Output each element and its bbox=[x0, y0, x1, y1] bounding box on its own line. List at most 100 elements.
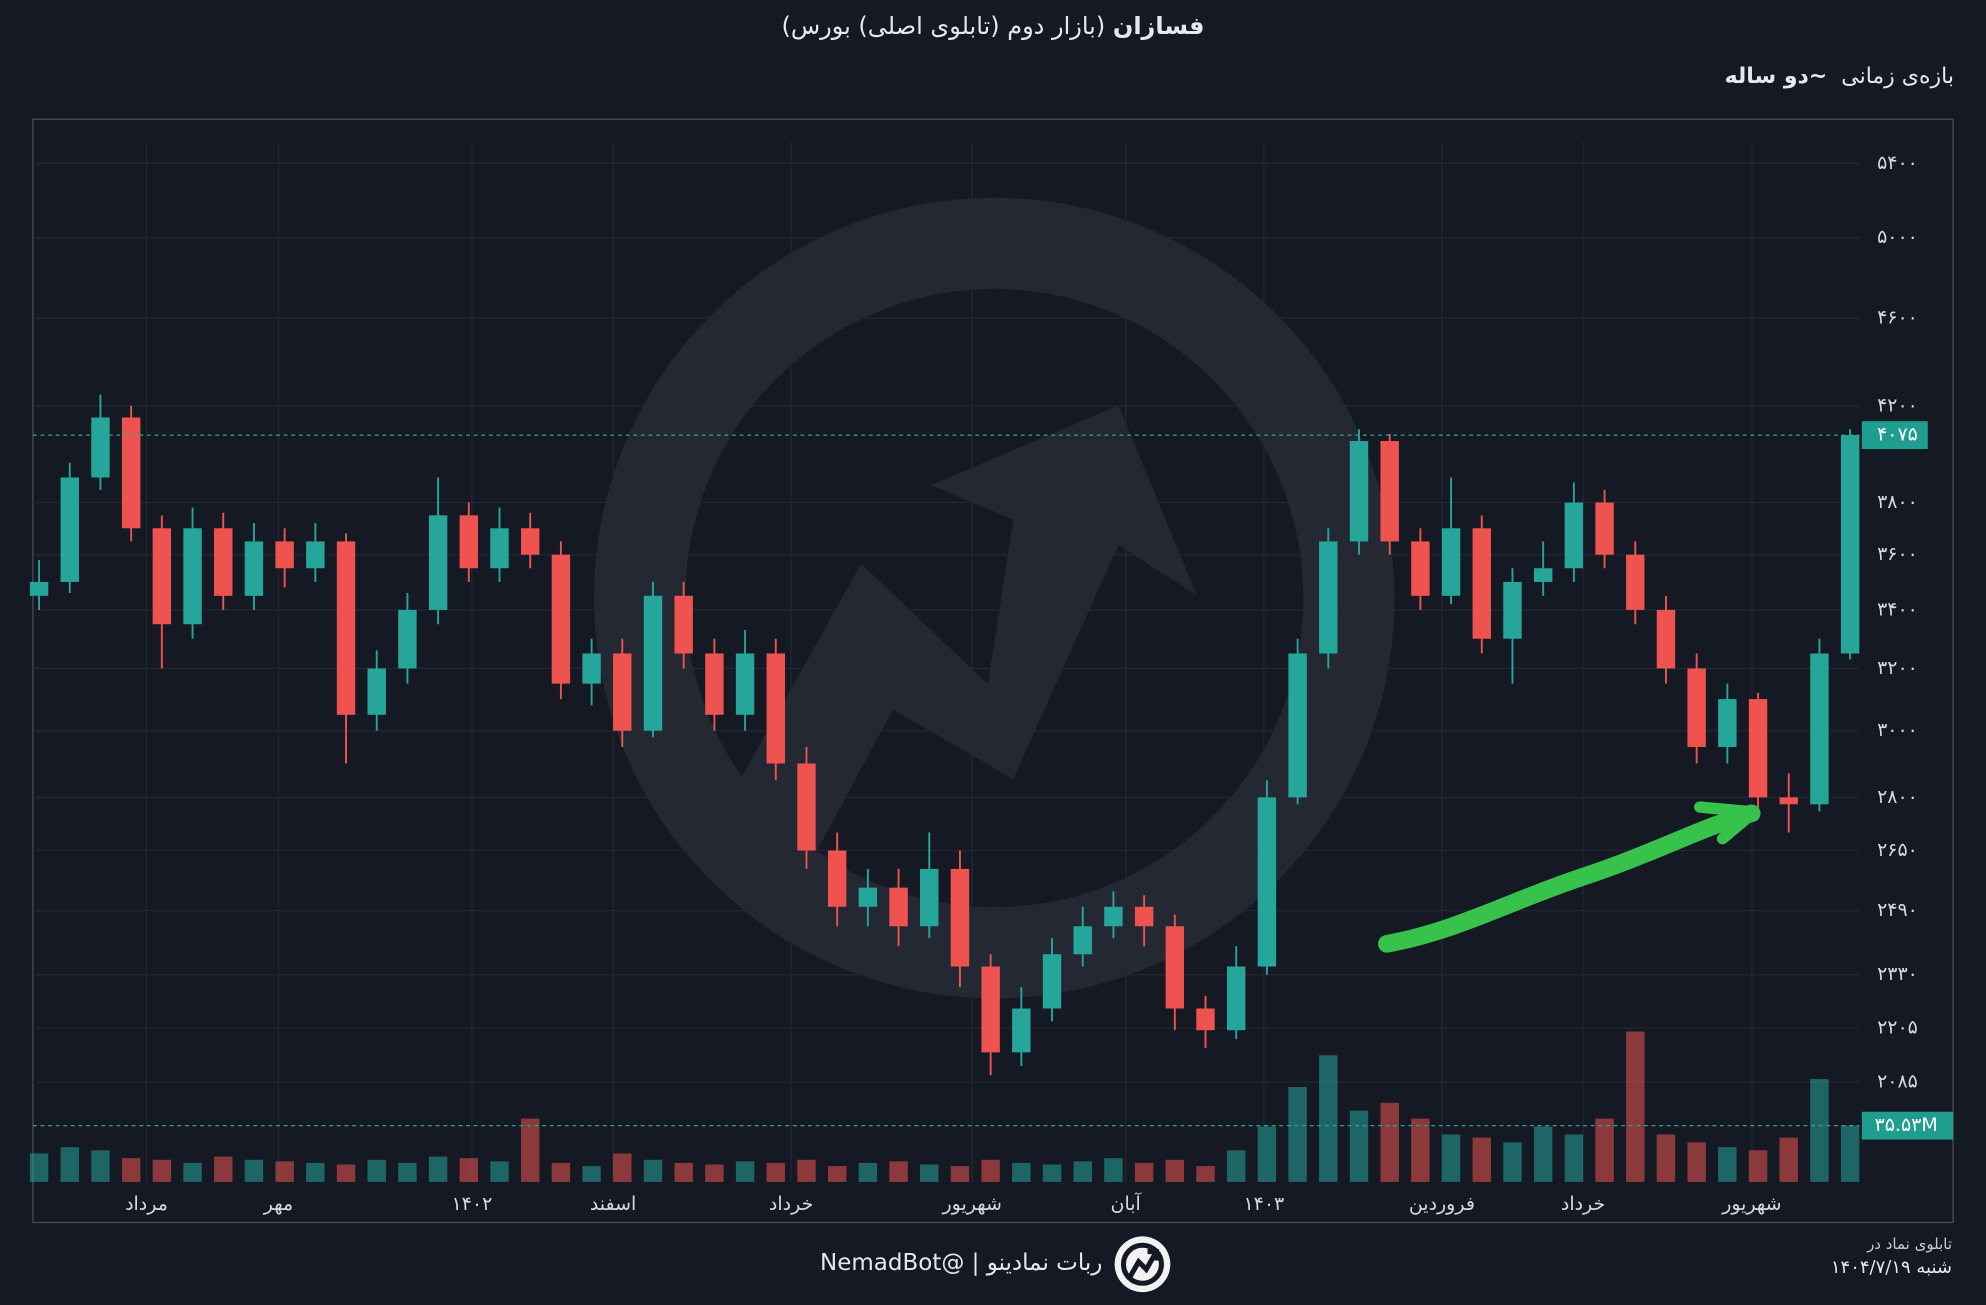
volume-bar bbox=[1564, 1134, 1584, 1182]
volume-bar bbox=[398, 1162, 417, 1182]
candle-body bbox=[244, 541, 264, 596]
candle-body bbox=[643, 595, 663, 731]
candle-body bbox=[1165, 926, 1185, 1009]
candles bbox=[29, 394, 1860, 1076]
logo-ring bbox=[1120, 1242, 1164, 1286]
candle-body bbox=[1718, 699, 1737, 747]
volume-bar bbox=[1104, 1158, 1123, 1182]
candle-body bbox=[674, 595, 693, 654]
candle-body bbox=[1595, 502, 1614, 555]
candle-body bbox=[1288, 653, 1307, 798]
y-tick-label: ۲۰۸۵ bbox=[1877, 1071, 1918, 1093]
volume-bar bbox=[735, 1161, 755, 1182]
x-tick-label: مرداد bbox=[125, 1193, 168, 1215]
date: شنبه ۱۴۰۴/۷/۱۹ bbox=[1830, 1257, 1952, 1278]
footer-logo bbox=[1114, 1236, 1171, 1293]
volume-bar bbox=[1165, 1159, 1185, 1182]
x-tick-label: مهر bbox=[263, 1193, 293, 1215]
volume-bar bbox=[705, 1164, 724, 1182]
y-tick-label: ۵۴۰۰ bbox=[1877, 152, 1918, 174]
volume-bar bbox=[827, 1166, 847, 1182]
range-label: بازه‌ی زمانی bbox=[1841, 64, 1954, 89]
volume-bar bbox=[797, 1159, 816, 1182]
volume-bar bbox=[428, 1156, 448, 1182]
candle-body bbox=[1687, 668, 1706, 747]
candle-body bbox=[613, 653, 632, 731]
candle-body bbox=[1810, 653, 1829, 805]
candle-body bbox=[60, 477, 79, 582]
grid bbox=[32, 142, 1860, 1182]
volume-bar bbox=[1380, 1102, 1399, 1182]
y-tick-label: ۳۲۰۰ bbox=[1877, 657, 1918, 679]
volume-bar bbox=[889, 1161, 908, 1182]
candle-body bbox=[1441, 528, 1461, 596]
volume-bar bbox=[1227, 1150, 1246, 1182]
axis: ۲۰۸۵ ۲۲۰۵ ۲۳۳۰ ۲۴۹۰ ۲۶۵۰ ۲۸۰۰ ۳۰۰۰ ۳۲۰۰ ۳۴۰۰ ۳۶۰۰… bbox=[32, 152, 1954, 1215]
y-tick-label: ۳۸۰۰ bbox=[1877, 491, 1918, 513]
candle-body bbox=[520, 528, 540, 555]
candle-body bbox=[705, 653, 724, 715]
candle-body bbox=[735, 653, 755, 715]
volume-bar bbox=[613, 1153, 632, 1182]
volume-bar bbox=[1626, 1031, 1645, 1182]
x-tick-label: خرداد bbox=[1561, 1193, 1605, 1215]
volume-bar bbox=[1748, 1150, 1768, 1182]
x-tick-label: آبان bbox=[1111, 1191, 1142, 1215]
candle-body bbox=[428, 515, 448, 610]
y-tick-label: ۳۶۰۰ bbox=[1877, 543, 1918, 565]
candle-body bbox=[1380, 441, 1399, 542]
candle-body bbox=[858, 887, 878, 907]
candle-body bbox=[1779, 797, 1798, 805]
volume-bar bbox=[643, 1159, 663, 1182]
candle-body bbox=[1533, 568, 1553, 582]
candle-body bbox=[981, 966, 1000, 1053]
volume-bar bbox=[91, 1150, 110, 1182]
y-tick-label: ۴۶۰۰ bbox=[1877, 307, 1918, 329]
volume-bar bbox=[582, 1166, 601, 1182]
volume-bar bbox=[950, 1166, 970, 1182]
volume-bar bbox=[1073, 1161, 1092, 1182]
y-tick-label: ۴۲۰۰ bbox=[1877, 394, 1918, 416]
x-tick-label: ۱۴۰۲ bbox=[451, 1193, 492, 1215]
y-tick-label: ۲۲۰۵ bbox=[1877, 1016, 1918, 1038]
candle-body bbox=[214, 528, 233, 596]
candle-body bbox=[1227, 966, 1246, 1031]
candle-body bbox=[1626, 554, 1645, 610]
volume-bar bbox=[1042, 1164, 1062, 1182]
candle-body bbox=[1656, 609, 1676, 669]
range-value: ~دو ساله bbox=[1724, 64, 1828, 89]
x-tick-label: اسفند bbox=[590, 1193, 636, 1215]
volume-bar bbox=[1810, 1079, 1829, 1182]
candle-body bbox=[398, 609, 417, 669]
logo-arrow bbox=[1126, 1249, 1159, 1281]
candle-body bbox=[1012, 1008, 1031, 1053]
volume-bar bbox=[1840, 1125, 1860, 1182]
volume-bar bbox=[1288, 1086, 1307, 1182]
volume-bar bbox=[367, 1159, 386, 1182]
volume-bar bbox=[1779, 1137, 1798, 1182]
volume-bar bbox=[1503, 1142, 1522, 1182]
volume-bar bbox=[275, 1161, 294, 1182]
volume-bar bbox=[1533, 1126, 1553, 1182]
candle-body bbox=[1134, 906, 1154, 927]
candle-body bbox=[183, 528, 202, 625]
y-tick-label: ۲۳۳۰ bbox=[1877, 963, 1918, 985]
volume-bar bbox=[60, 1147, 79, 1182]
y-tick-label: ۲۶۵۰ bbox=[1877, 839, 1918, 861]
volume-bar bbox=[244, 1159, 264, 1182]
volume-bar bbox=[1319, 1055, 1338, 1182]
volume-bar bbox=[306, 1162, 325, 1182]
candle-body bbox=[336, 541, 356, 715]
candle-body bbox=[1042, 954, 1062, 1009]
volume-bar bbox=[674, 1162, 693, 1182]
watermark-ring bbox=[594, 197, 1395, 999]
candle-body bbox=[1411, 541, 1430, 596]
volume-bar bbox=[121, 1158, 141, 1182]
candle-body bbox=[1349, 441, 1369, 542]
arrow-head bbox=[1694, 801, 1760, 845]
candle-body bbox=[1748, 699, 1768, 798]
candle-body bbox=[1073, 926, 1092, 955]
volume-bar bbox=[1196, 1166, 1215, 1182]
subtitle: (بازار دوم (تابلوی اصلی) بورس) bbox=[781, 12, 1106, 40]
volume-bar bbox=[1595, 1118, 1614, 1182]
